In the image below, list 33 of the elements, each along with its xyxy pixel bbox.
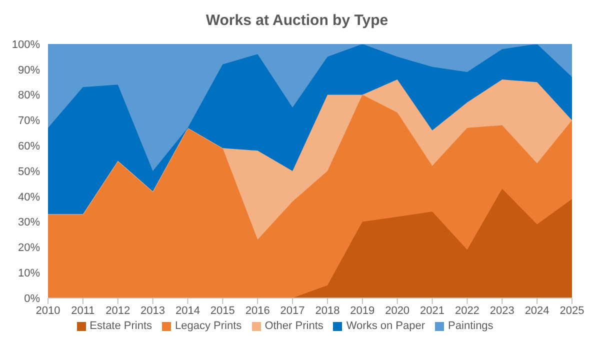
y-tick-label: 60%	[18, 140, 40, 153]
y-tick-label: 10%	[18, 268, 40, 280]
x-tick-label: 2023	[490, 304, 514, 317]
x-tick-label: 2010	[36, 304, 60, 317]
y-tick-label: 80%	[18, 90, 40, 102]
y-tick-label: 100%	[12, 38, 40, 51]
y-tick-label: 40%	[18, 191, 40, 204]
y-tick-label: 0%	[24, 292, 40, 305]
y-tick-label: 70%	[18, 115, 40, 128]
x-tick-label: 2021	[420, 304, 445, 317]
x-tick-label: 2013	[140, 304, 166, 317]
x-tick-label: 2025	[560, 304, 584, 317]
x-tick-label: 2016	[245, 304, 270, 317]
x-tick-label: 2017	[280, 304, 305, 317]
y-tick-label: 20%	[18, 242, 40, 254]
x-tick-label: 2020	[385, 304, 410, 317]
x-tick-label: 2024	[524, 304, 550, 317]
legend-label: Works on Paper	[346, 320, 426, 332]
x-tick-label: 2022	[454, 304, 480, 317]
y-tick-label: 50%	[18, 166, 40, 178]
x-tick-label: 2019	[350, 304, 375, 317]
x-tick-label: 2014	[175, 304, 200, 317]
x-tick-label: 2012	[106, 304, 130, 317]
legend-label: Other Prints	[264, 320, 324, 332]
legend-label: Legacy Prints	[175, 320, 242, 332]
x-tick-label: 2018	[315, 304, 340, 317]
x-tick-label: 2015	[210, 304, 235, 317]
legend-label: Estate Prints	[90, 320, 152, 332]
chart-title: Works at Auction by Type	[204, 11, 390, 31]
legend-label: Paintings	[448, 320, 494, 332]
x-tick-label: 2011	[71, 304, 95, 317]
y-tick-label: 30%	[18, 216, 40, 229]
y-tick-label: 90%	[18, 64, 40, 76]
